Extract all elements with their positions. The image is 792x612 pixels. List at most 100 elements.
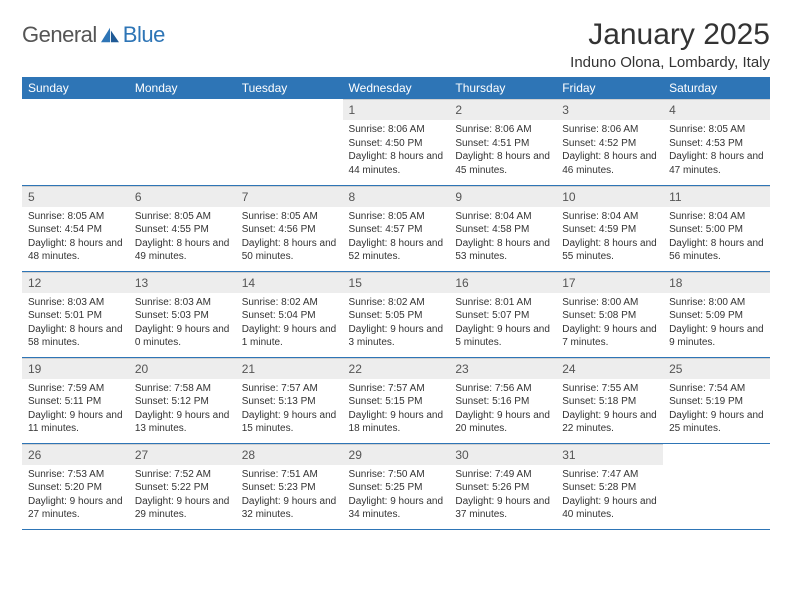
calendar-day-cell: 21Sunrise: 7:57 AMSunset: 5:13 PMDayligh… — [236, 357, 343, 443]
day-details: Sunrise: 7:53 AMSunset: 5:20 PMDaylight:… — [22, 465, 129, 526]
calendar-day-cell: 28Sunrise: 7:51 AMSunset: 5:23 PMDayligh… — [236, 443, 343, 529]
day-number: 3 — [556, 99, 663, 120]
calendar-day-cell: 12Sunrise: 8:03 AMSunset: 5:01 PMDayligh… — [22, 271, 129, 357]
day-number: 10 — [556, 186, 663, 207]
calendar-day-cell: 18Sunrise: 8:00 AMSunset: 5:09 PMDayligh… — [663, 271, 770, 357]
calendar-day-cell: 16Sunrise: 8:01 AMSunset: 5:07 PMDayligh… — [449, 271, 556, 357]
day-number: 29 — [343, 444, 450, 465]
day-details: Sunrise: 7:57 AMSunset: 5:13 PMDaylight:… — [236, 379, 343, 440]
day-number: 1 — [343, 99, 450, 120]
day-details: Sunrise: 7:51 AMSunset: 5:23 PMDaylight:… — [236, 465, 343, 526]
day-details: Sunrise: 8:02 AMSunset: 5:05 PMDaylight:… — [343, 293, 450, 354]
day-number: 5 — [22, 186, 129, 207]
day-number: 7 — [236, 186, 343, 207]
weekday-header: Thursday — [449, 77, 556, 99]
location-subtitle: Induno Olona, Lombardy, Italy — [570, 54, 770, 71]
calendar-day-cell: 24Sunrise: 7:55 AMSunset: 5:18 PMDayligh… — [556, 357, 663, 443]
day-details: Sunrise: 8:00 AMSunset: 5:08 PMDaylight:… — [556, 293, 663, 354]
day-details: Sunrise: 8:05 AMSunset: 4:57 PMDaylight:… — [343, 207, 450, 268]
weekday-header: Sunday — [22, 77, 129, 99]
calendar-week-row: 1Sunrise: 8:06 AMSunset: 4:50 PMDaylight… — [22, 99, 770, 185]
day-details: Sunrise: 7:57 AMSunset: 5:15 PMDaylight:… — [343, 379, 450, 440]
title-block: January 2025 Induno Olona, Lombardy, Ita… — [570, 18, 770, 71]
day-number: 26 — [22, 444, 129, 465]
calendar-table: SundayMondayTuesdayWednesdayThursdayFrid… — [22, 77, 770, 530]
day-details: Sunrise: 7:50 AMSunset: 5:25 PMDaylight:… — [343, 465, 450, 526]
day-details: Sunrise: 8:06 AMSunset: 4:52 PMDaylight:… — [556, 120, 663, 181]
day-number: 19 — [22, 358, 129, 379]
weekday-header: Monday — [129, 77, 236, 99]
day-number: 30 — [449, 444, 556, 465]
day-number: 16 — [449, 272, 556, 293]
day-number: 13 — [129, 272, 236, 293]
day-details: Sunrise: 8:05 AMSunset: 4:55 PMDaylight:… — [129, 207, 236, 268]
calendar-empty-cell — [663, 443, 770, 529]
day-details: Sunrise: 8:04 AMSunset: 4:58 PMDaylight:… — [449, 207, 556, 268]
day-number: 2 — [449, 99, 556, 120]
calendar-day-cell: 6Sunrise: 8:05 AMSunset: 4:55 PMDaylight… — [129, 185, 236, 271]
calendar-day-cell: 30Sunrise: 7:49 AMSunset: 5:26 PMDayligh… — [449, 443, 556, 529]
weekday-header: Tuesday — [236, 77, 343, 99]
calendar-day-cell: 3Sunrise: 8:06 AMSunset: 4:52 PMDaylight… — [556, 99, 663, 185]
day-details: Sunrise: 7:58 AMSunset: 5:12 PMDaylight:… — [129, 379, 236, 440]
day-number: 31 — [556, 444, 663, 465]
day-details: Sunrise: 8:04 AMSunset: 5:00 PMDaylight:… — [663, 207, 770, 268]
day-number: 6 — [129, 186, 236, 207]
logo-text-general: General — [22, 22, 97, 48]
calendar-day-cell: 2Sunrise: 8:06 AMSunset: 4:51 PMDaylight… — [449, 99, 556, 185]
day-details: Sunrise: 8:03 AMSunset: 5:01 PMDaylight:… — [22, 293, 129, 354]
calendar-week-row: 5Sunrise: 8:05 AMSunset: 4:54 PMDaylight… — [22, 185, 770, 271]
day-details: Sunrise: 8:06 AMSunset: 4:51 PMDaylight:… — [449, 120, 556, 181]
day-details: Sunrise: 8:01 AMSunset: 5:07 PMDaylight:… — [449, 293, 556, 354]
calendar-day-cell: 5Sunrise: 8:05 AMSunset: 4:54 PMDaylight… — [22, 185, 129, 271]
day-number: 14 — [236, 272, 343, 293]
weekday-header: Friday — [556, 77, 663, 99]
calendar-header-row: SundayMondayTuesdayWednesdayThursdayFrid… — [22, 77, 770, 99]
day-number: 15 — [343, 272, 450, 293]
weekday-header: Saturday — [663, 77, 770, 99]
day-details: Sunrise: 7:47 AMSunset: 5:28 PMDaylight:… — [556, 465, 663, 526]
calendar-day-cell: 25Sunrise: 7:54 AMSunset: 5:19 PMDayligh… — [663, 357, 770, 443]
calendar-day-cell: 8Sunrise: 8:05 AMSunset: 4:57 PMDaylight… — [343, 185, 450, 271]
day-number: 11 — [663, 186, 770, 207]
calendar-day-cell: 20Sunrise: 7:58 AMSunset: 5:12 PMDayligh… — [129, 357, 236, 443]
day-details: Sunrise: 8:06 AMSunset: 4:50 PMDaylight:… — [343, 120, 450, 181]
calendar-empty-cell — [236, 99, 343, 185]
calendar-day-cell: 19Sunrise: 7:59 AMSunset: 5:11 PMDayligh… — [22, 357, 129, 443]
calendar-day-cell: 14Sunrise: 8:02 AMSunset: 5:04 PMDayligh… — [236, 271, 343, 357]
calendar-day-cell: 29Sunrise: 7:50 AMSunset: 5:25 PMDayligh… — [343, 443, 450, 529]
calendar-week-row: 12Sunrise: 8:03 AMSunset: 5:01 PMDayligh… — [22, 271, 770, 357]
day-details: Sunrise: 7:55 AMSunset: 5:18 PMDaylight:… — [556, 379, 663, 440]
day-details: Sunrise: 8:00 AMSunset: 5:09 PMDaylight:… — [663, 293, 770, 354]
day-details: Sunrise: 8:02 AMSunset: 5:04 PMDaylight:… — [236, 293, 343, 354]
page-header: General Blue January 2025 Induno Olona, … — [22, 18, 770, 71]
day-details: Sunrise: 7:54 AMSunset: 5:19 PMDaylight:… — [663, 379, 770, 440]
day-number: 17 — [556, 272, 663, 293]
calendar-day-cell: 7Sunrise: 8:05 AMSunset: 4:56 PMDaylight… — [236, 185, 343, 271]
day-details: Sunrise: 8:04 AMSunset: 4:59 PMDaylight:… — [556, 207, 663, 268]
day-number: 20 — [129, 358, 236, 379]
calendar-day-cell: 1Sunrise: 8:06 AMSunset: 4:50 PMDaylight… — [343, 99, 450, 185]
calendar-day-cell: 11Sunrise: 8:04 AMSunset: 5:00 PMDayligh… — [663, 185, 770, 271]
calendar-day-cell: 4Sunrise: 8:05 AMSunset: 4:53 PMDaylight… — [663, 99, 770, 185]
calendar-day-cell: 13Sunrise: 8:03 AMSunset: 5:03 PMDayligh… — [129, 271, 236, 357]
logo-sail-icon — [99, 26, 121, 44]
calendar-empty-cell — [129, 99, 236, 185]
calendar-day-cell: 15Sunrise: 8:02 AMSunset: 5:05 PMDayligh… — [343, 271, 450, 357]
calendar-week-row: 19Sunrise: 7:59 AMSunset: 5:11 PMDayligh… — [22, 357, 770, 443]
day-details: Sunrise: 8:05 AMSunset: 4:53 PMDaylight:… — [663, 120, 770, 181]
day-number: 18 — [663, 272, 770, 293]
calendar-day-cell: 9Sunrise: 8:04 AMSunset: 4:58 PMDaylight… — [449, 185, 556, 271]
day-number: 27 — [129, 444, 236, 465]
month-title: January 2025 — [570, 18, 770, 52]
logo-text-blue: Blue — [123, 22, 165, 48]
logo: General Blue — [22, 22, 165, 48]
day-details: Sunrise: 7:52 AMSunset: 5:22 PMDaylight:… — [129, 465, 236, 526]
day-details: Sunrise: 8:03 AMSunset: 5:03 PMDaylight:… — [129, 293, 236, 354]
day-details: Sunrise: 7:49 AMSunset: 5:26 PMDaylight:… — [449, 465, 556, 526]
calendar-body: 1Sunrise: 8:06 AMSunset: 4:50 PMDaylight… — [22, 99, 770, 529]
day-number: 24 — [556, 358, 663, 379]
day-number: 28 — [236, 444, 343, 465]
calendar-week-row: 26Sunrise: 7:53 AMSunset: 5:20 PMDayligh… — [22, 443, 770, 529]
day-number: 21 — [236, 358, 343, 379]
